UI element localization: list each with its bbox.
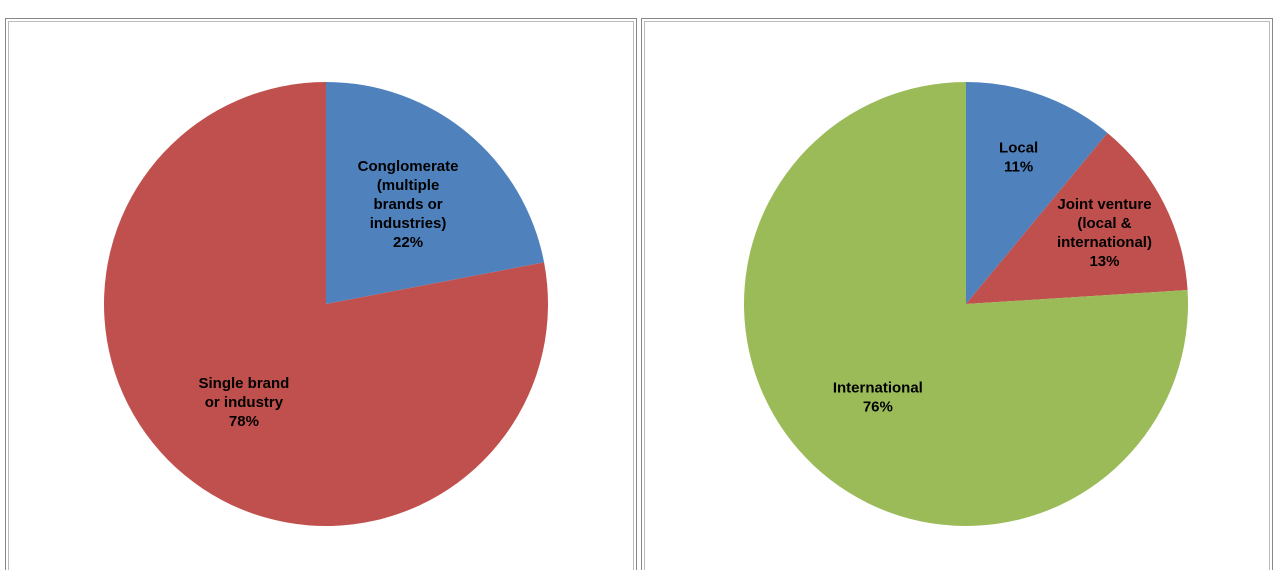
slice-label-line: Joint venture bbox=[1057, 196, 1151, 213]
slice-value-label: 78% bbox=[229, 413, 259, 430]
slice-label: Local bbox=[999, 139, 1038, 156]
slice-label-line: Conglomerate bbox=[358, 158, 459, 175]
slice-value-label: 11% bbox=[1004, 158, 1033, 175]
slice-label-line: Local bbox=[999, 139, 1038, 156]
panel-frame-inner bbox=[644, 21, 1270, 570]
slice-value-label: 76% bbox=[863, 398, 893, 415]
slice-value-label: 13% bbox=[1089, 253, 1119, 270]
slice-label-line: International bbox=[833, 379, 923, 396]
pie-slice bbox=[103, 82, 548, 526]
panel-frame-inner bbox=[8, 21, 634, 570]
pie-slice bbox=[966, 132, 1188, 304]
pie-slice bbox=[966, 82, 1108, 304]
slice-label-line: (multiple bbox=[377, 177, 440, 194]
pie-slice bbox=[744, 82, 1188, 526]
slice-value-label: 22% bbox=[393, 234, 423, 251]
slice-label: Joint venture (local & international) bbox=[1057, 196, 1152, 251]
slice-label: International bbox=[833, 379, 923, 396]
slice-label-line: or industry bbox=[205, 394, 284, 411]
slice-label-line: brands or bbox=[373, 196, 442, 213]
slice-label: Conglomerate (multiple brands or industries… bbox=[358, 158, 459, 232]
slice-label-line: (local & bbox=[1077, 215, 1131, 232]
slice-label: Single brand or industry bbox=[199, 375, 290, 411]
slice-label-line: international) bbox=[1057, 234, 1152, 251]
pie-slice bbox=[326, 82, 545, 304]
slice-label-line: industries) bbox=[370, 215, 447, 232]
slice-label-line: Single brand bbox=[199, 375, 290, 392]
